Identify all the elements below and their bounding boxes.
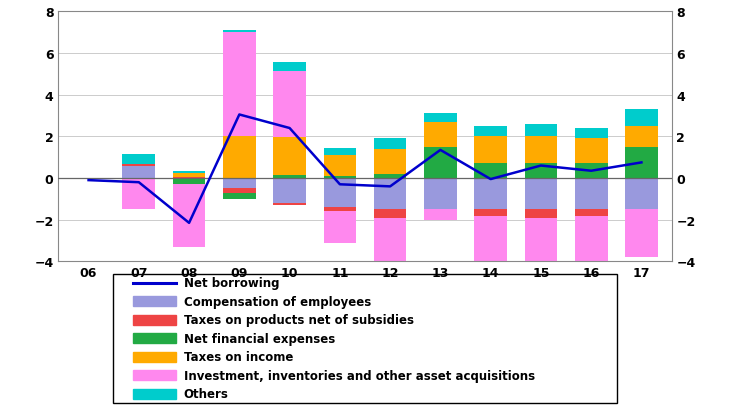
- Bar: [374, 150, 407, 175]
- Bar: [374, 175, 407, 179]
- Bar: [123, 179, 155, 210]
- Bar: [323, 208, 356, 212]
- Bar: [474, 216, 507, 295]
- Bar: [625, 210, 658, 258]
- Bar: [134, 352, 176, 362]
- Text: Others: Others: [184, 387, 228, 400]
- Bar: [525, 218, 557, 270]
- Bar: [223, 193, 256, 200]
- Bar: [223, 31, 256, 33]
- Bar: [474, 127, 507, 137]
- Bar: [424, 114, 457, 122]
- Bar: [123, 165, 155, 166]
- Bar: [625, 147, 658, 179]
- Bar: [323, 179, 356, 208]
- Bar: [173, 178, 205, 179]
- Bar: [323, 212, 356, 243]
- Bar: [625, 179, 658, 210]
- Bar: [474, 179, 507, 210]
- Bar: [525, 210, 557, 218]
- Bar: [223, 189, 256, 193]
- Bar: [525, 179, 557, 210]
- Text: Investment, inventories and other asset acquisitions: Investment, inventories and other asset …: [184, 369, 535, 382]
- Bar: [323, 177, 356, 179]
- Bar: [575, 129, 607, 139]
- Bar: [273, 63, 306, 72]
- Bar: [575, 216, 607, 289]
- Bar: [223, 137, 256, 179]
- Bar: [173, 173, 205, 178]
- Bar: [525, 164, 557, 179]
- Bar: [424, 210, 457, 220]
- Bar: [134, 333, 176, 344]
- Bar: [525, 137, 557, 164]
- Bar: [374, 179, 407, 210]
- Bar: [273, 138, 306, 175]
- Text: Net financial expenses: Net financial expenses: [184, 332, 335, 345]
- Bar: [374, 218, 407, 270]
- Bar: [173, 171, 205, 173]
- Bar: [323, 148, 356, 156]
- Bar: [525, 125, 557, 137]
- Bar: [374, 210, 407, 218]
- Text: Taxes on products net of subsidies: Taxes on products net of subsidies: [184, 314, 414, 326]
- Bar: [123, 155, 155, 165]
- Bar: [575, 210, 607, 216]
- Bar: [424, 122, 457, 147]
- Bar: [173, 179, 205, 185]
- Bar: [474, 164, 507, 179]
- Bar: [223, 33, 256, 137]
- Text: Taxes on income: Taxes on income: [184, 351, 293, 363]
- Bar: [273, 179, 306, 204]
- Bar: [273, 72, 306, 138]
- Bar: [323, 156, 356, 177]
- Bar: [134, 370, 176, 380]
- Bar: [474, 137, 507, 164]
- Bar: [424, 147, 457, 179]
- Bar: [273, 204, 306, 206]
- Text: Compensation of employees: Compensation of employees: [184, 295, 371, 308]
- Bar: [273, 175, 306, 179]
- Bar: [575, 164, 607, 179]
- Bar: [575, 179, 607, 210]
- Bar: [134, 315, 176, 325]
- Bar: [123, 166, 155, 179]
- Bar: [223, 179, 256, 189]
- Bar: [173, 185, 205, 247]
- Bar: [625, 110, 658, 127]
- Text: Net borrowing: Net borrowing: [184, 277, 279, 290]
- Bar: [134, 389, 176, 399]
- Bar: [625, 127, 658, 147]
- Bar: [374, 139, 407, 150]
- Bar: [134, 297, 176, 307]
- Bar: [424, 179, 457, 210]
- Bar: [474, 210, 507, 216]
- Bar: [575, 139, 607, 164]
